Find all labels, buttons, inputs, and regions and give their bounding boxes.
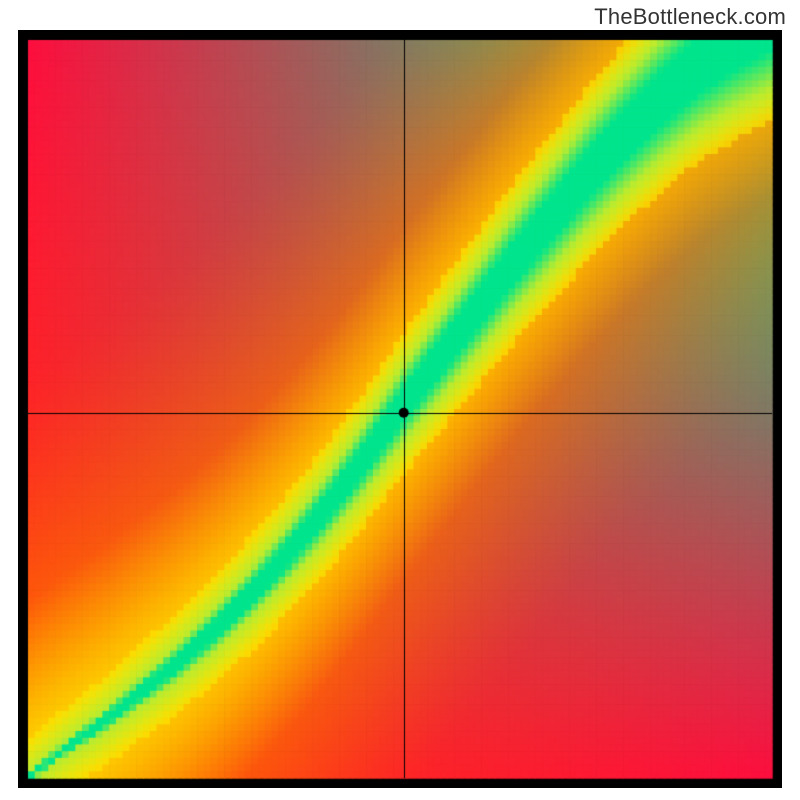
chart-frame — [18, 30, 782, 788]
heatmap-canvas — [18, 30, 782, 788]
watermark-text: TheBottleneck.com — [594, 4, 786, 30]
chart-wrapper: TheBottleneck.com — [0, 0, 800, 800]
